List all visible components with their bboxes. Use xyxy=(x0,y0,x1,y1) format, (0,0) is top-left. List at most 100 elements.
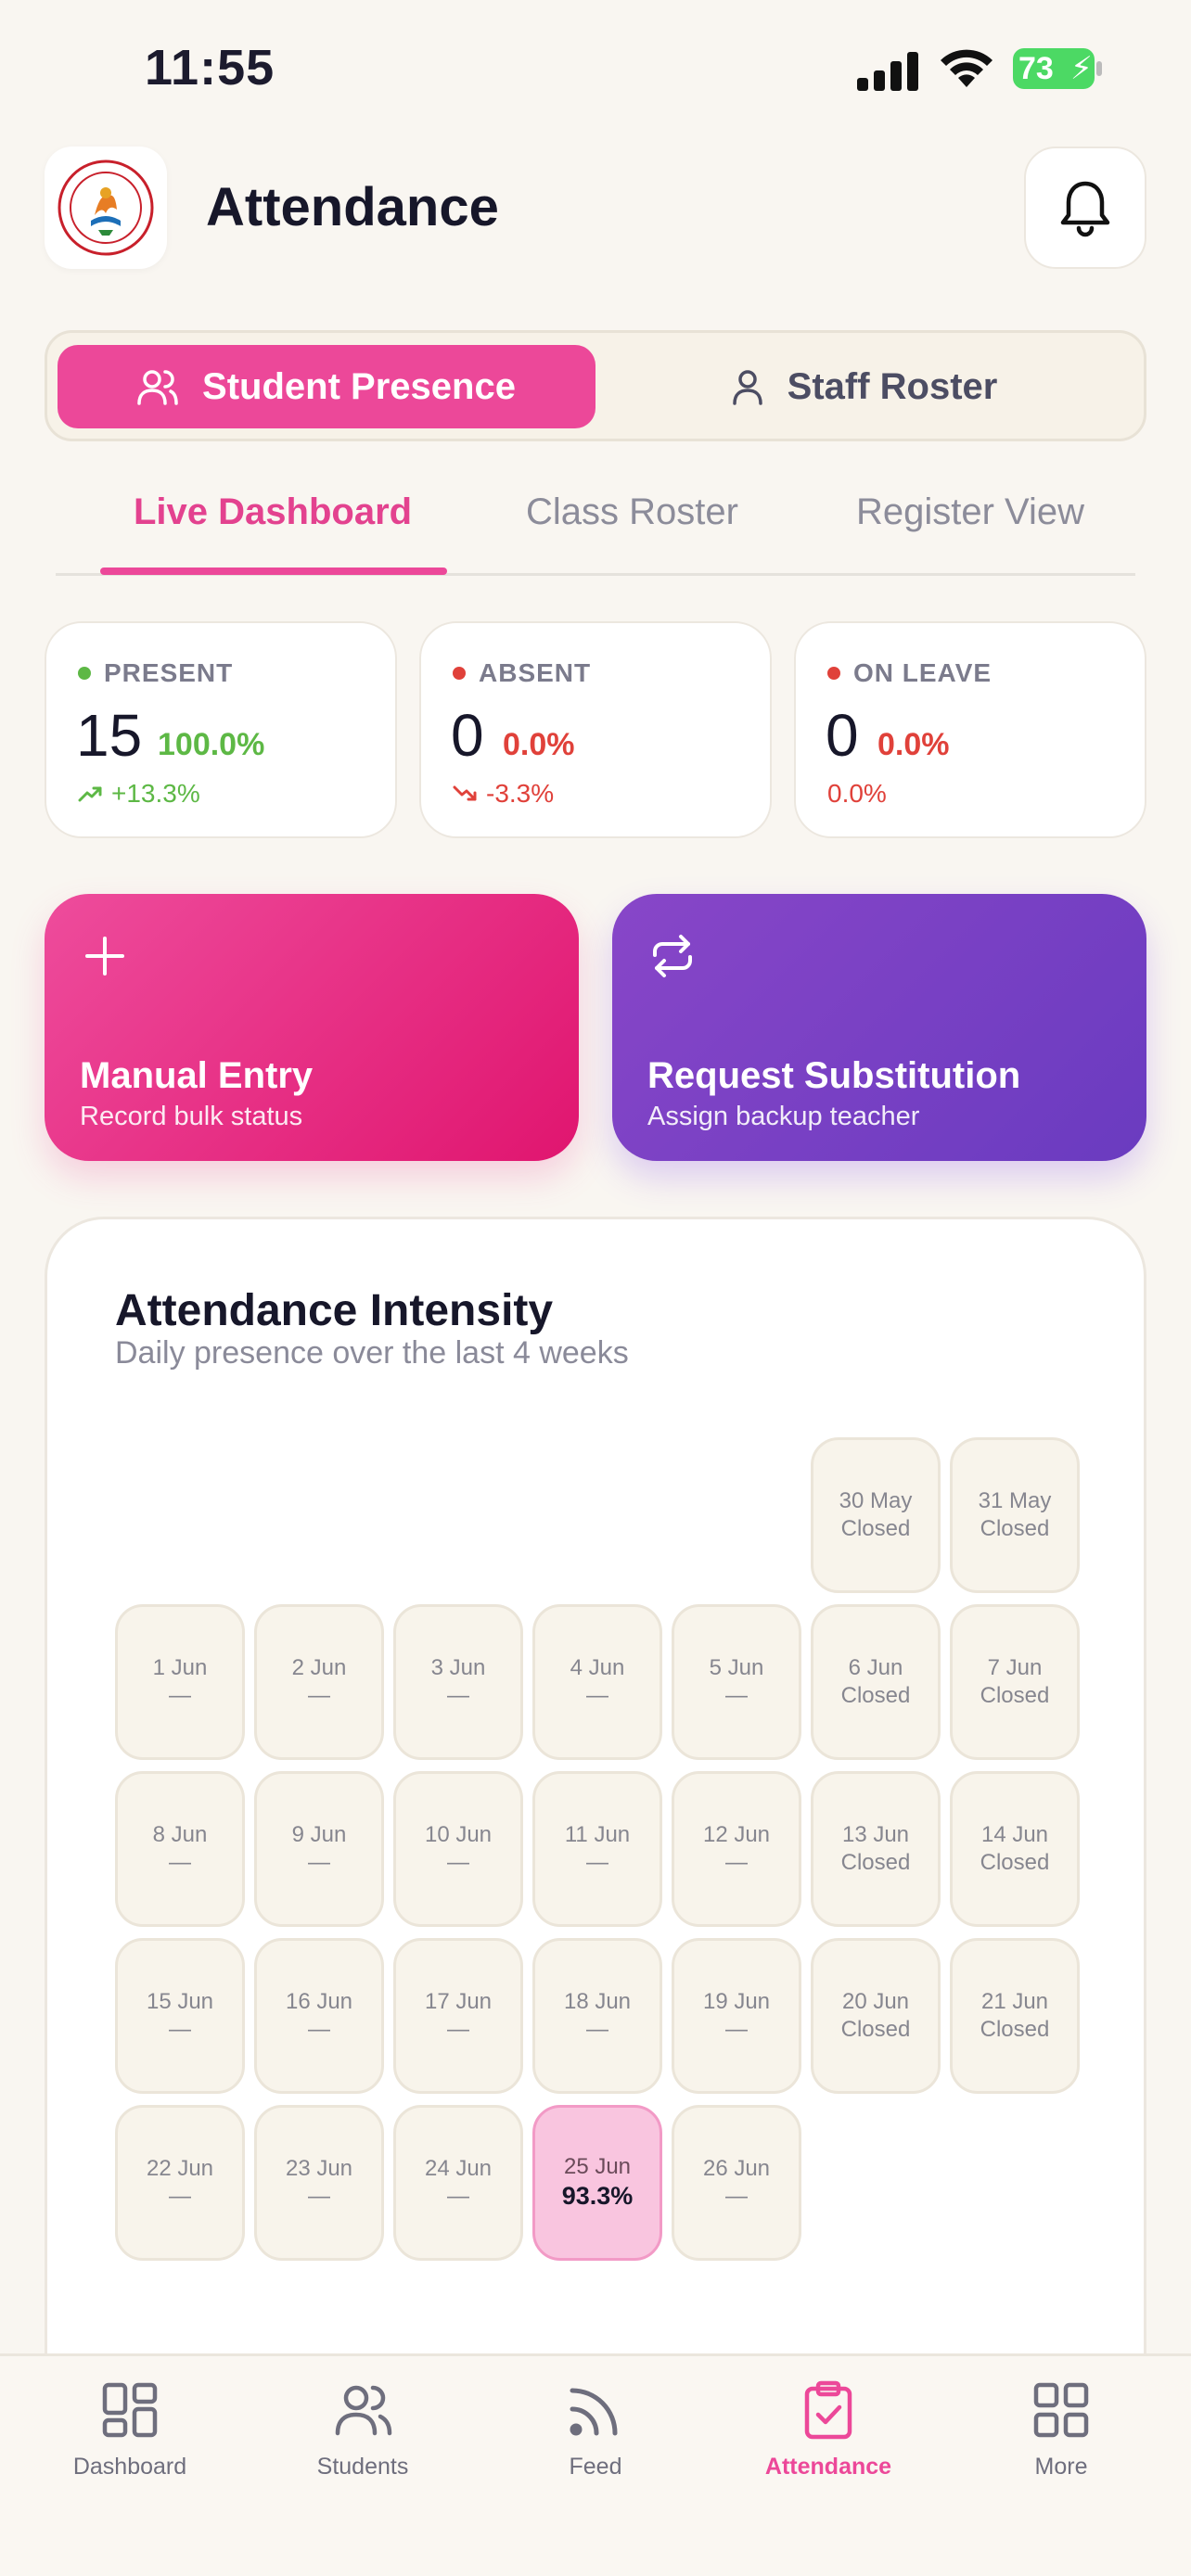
day-date: 20 Jun xyxy=(841,1989,910,2014)
day-date: 19 Jun xyxy=(702,1989,771,2014)
staff-roster-segment[interactable]: Staff Roster xyxy=(596,345,1133,428)
day-value: — xyxy=(447,2017,469,2042)
day-value: Closed xyxy=(840,1850,911,1875)
request-substitution-button[interactable]: Request Substitution Assign backup teach… xyxy=(612,894,1146,1161)
heatmap-title: Attendance Intensity xyxy=(115,1286,554,1335)
grid-icon xyxy=(1033,2382,1089,2438)
nav-attendance[interactable]: Attendance xyxy=(736,2379,921,2480)
manual-entry-title: Manual Entry xyxy=(80,1055,314,1096)
nav-label: Feed xyxy=(569,2454,622,2480)
day-date: 5 Jun xyxy=(709,1655,764,1680)
heatmap-day-cell[interactable]: 14 Jun Closed xyxy=(950,1771,1080,1927)
heatmap-day-cell[interactable]: 13 Jun Closed xyxy=(811,1771,941,1927)
day-date: 9 Jun xyxy=(291,1822,347,1847)
day-date: 8 Jun xyxy=(152,1822,208,1847)
day-date: 22 Jun xyxy=(146,2156,214,2181)
day-value: 93.3% xyxy=(561,2182,634,2211)
day-date: 2 Jun xyxy=(291,1655,347,1680)
heatmap-day-cell[interactable]: 24 Jun — xyxy=(393,2105,523,2261)
heatmap-day-cell[interactable]: 11 Jun — xyxy=(532,1771,662,1927)
day-date: 23 Jun xyxy=(285,2156,353,2181)
day-value: Closed xyxy=(980,1683,1050,1708)
present-stat-card: PRESENT 15 100.0% +13.3% xyxy=(45,621,397,838)
signal-icon xyxy=(857,52,918,91)
heatmap-day-cell[interactable]: 9 Jun — xyxy=(254,1771,384,1927)
day-date: 11 Jun xyxy=(564,1822,631,1847)
heatmap-day-cell[interactable]: 8 Jun — xyxy=(115,1771,245,1927)
heatmap-day-cell[interactable]: 18 Jun — xyxy=(532,1938,662,2094)
notifications-button[interactable] xyxy=(1024,147,1146,269)
heatmap-day-cell[interactable]: 23 Jun — xyxy=(254,2105,384,2261)
heatmap-day-cell[interactable]: 22 Jun — xyxy=(115,2105,245,2261)
heatmap-day-cell[interactable]: 25 Jun 93.3% xyxy=(532,2105,662,2261)
grid-icon xyxy=(102,2382,158,2438)
day-value: Closed xyxy=(980,1516,1050,1541)
school-logo xyxy=(45,147,167,269)
tabs-divider xyxy=(56,573,1135,576)
wifi-icon xyxy=(941,49,992,87)
heatmap-day-cell[interactable]: 2 Jun — xyxy=(254,1604,384,1760)
heatmap-day-cell[interactable]: 5 Jun — xyxy=(672,1604,801,1760)
heatmap-day-cell[interactable]: 20 Jun Closed xyxy=(811,1938,941,2094)
day-date: 17 Jun xyxy=(424,1989,493,2014)
stat-trend: +13.3% xyxy=(111,779,200,808)
day-date: 16 Jun xyxy=(285,1989,353,2014)
day-date: 26 Jun xyxy=(702,2156,771,2181)
bottom-nav xyxy=(0,2353,1191,2576)
stat-label: PRESENT xyxy=(104,658,234,687)
day-date: 3 Jun xyxy=(430,1655,486,1680)
day-value: — xyxy=(169,2184,191,2209)
heatmap-day-cell[interactable]: 19 Jun — xyxy=(672,1938,801,2094)
on-leave-stat-card: ON LEAVE 0 0.0% 0.0% xyxy=(794,621,1146,838)
day-date: 31 May xyxy=(978,1488,1052,1513)
student-presence-segment[interactable]: Student Presence xyxy=(58,345,596,428)
day-value: — xyxy=(447,1683,469,1708)
day-date: 1 Jun xyxy=(152,1655,208,1680)
nav-feed[interactable]: Feed xyxy=(503,2379,688,2480)
day-date: 7 Jun xyxy=(987,1655,1043,1680)
tab-class-roster[interactable]: Class Roster xyxy=(526,491,738,532)
heatmap-day-cell[interactable]: 12 Jun — xyxy=(672,1771,801,1927)
day-date: 25 Jun xyxy=(563,2154,632,2180)
battery-icon: 73 ⚡ xyxy=(1013,48,1102,89)
nav-students[interactable]: Students xyxy=(270,2379,455,2480)
heatmap-day-cell[interactable]: 15 Jun — xyxy=(115,1938,245,2094)
nav-dashboard[interactable]: Dashboard xyxy=(37,2379,223,2480)
swap-icon xyxy=(653,935,692,977)
heatmap-day-cell[interactable]: 3 Jun — xyxy=(393,1604,523,1760)
heatmap-day-cell[interactable]: 26 Jun — xyxy=(672,2105,801,2261)
staff-roster-label: Staff Roster xyxy=(787,365,998,407)
nav-more[interactable]: More xyxy=(968,2379,1154,2480)
day-date: 14 Jun xyxy=(980,1822,1049,1847)
manual-entry-button[interactable]: Manual Entry Record bulk status xyxy=(45,894,579,1161)
heatmap-day-cell[interactable]: 6 Jun Closed xyxy=(811,1604,941,1760)
heatmap-day-cell[interactable]: 31 May Closed xyxy=(950,1437,1080,1593)
heatmap-day-cell[interactable]: 10 Jun — xyxy=(393,1771,523,1927)
day-value: — xyxy=(725,1683,748,1708)
stat-label: ABSENT xyxy=(479,658,592,687)
day-date: 30 May xyxy=(839,1488,913,1513)
day-date: 21 Jun xyxy=(980,1989,1049,2014)
day-value: — xyxy=(308,1683,330,1708)
day-date: 13 Jun xyxy=(841,1822,910,1847)
day-value: — xyxy=(586,1683,608,1708)
day-value: — xyxy=(169,1850,191,1875)
stat-value: 15 xyxy=(76,702,143,769)
heatmap-day-cell[interactable]: 17 Jun — xyxy=(393,1938,523,2094)
day-value: — xyxy=(725,1850,748,1875)
nav-label: Students xyxy=(316,2454,409,2480)
tab-register-view[interactable]: Register View xyxy=(856,491,1085,532)
day-value: — xyxy=(308,2017,330,2042)
heatmap-day-cell[interactable]: 21 Jun Closed xyxy=(950,1938,1080,2094)
heatmap-day-cell[interactable]: 16 Jun — xyxy=(254,1938,384,2094)
absent-stat-card: ABSENT 0 0.0% -3.3% xyxy=(419,621,772,838)
heatmap-day-cell[interactable]: 4 Jun — xyxy=(532,1604,662,1760)
day-date: 18 Jun xyxy=(563,1989,632,2014)
heatmap-day-cell[interactable]: 7 Jun Closed xyxy=(950,1604,1080,1760)
tab-live-dashboard[interactable]: Live Dashboard xyxy=(134,491,413,532)
heatmap-day-cell[interactable]: 30 May Closed xyxy=(811,1437,941,1593)
day-value: Closed xyxy=(840,1683,911,1708)
day-value: Closed xyxy=(980,2017,1050,2042)
rss-icon xyxy=(570,2388,618,2436)
heatmap-day-cell[interactable]: 1 Jun — xyxy=(115,1604,245,1760)
